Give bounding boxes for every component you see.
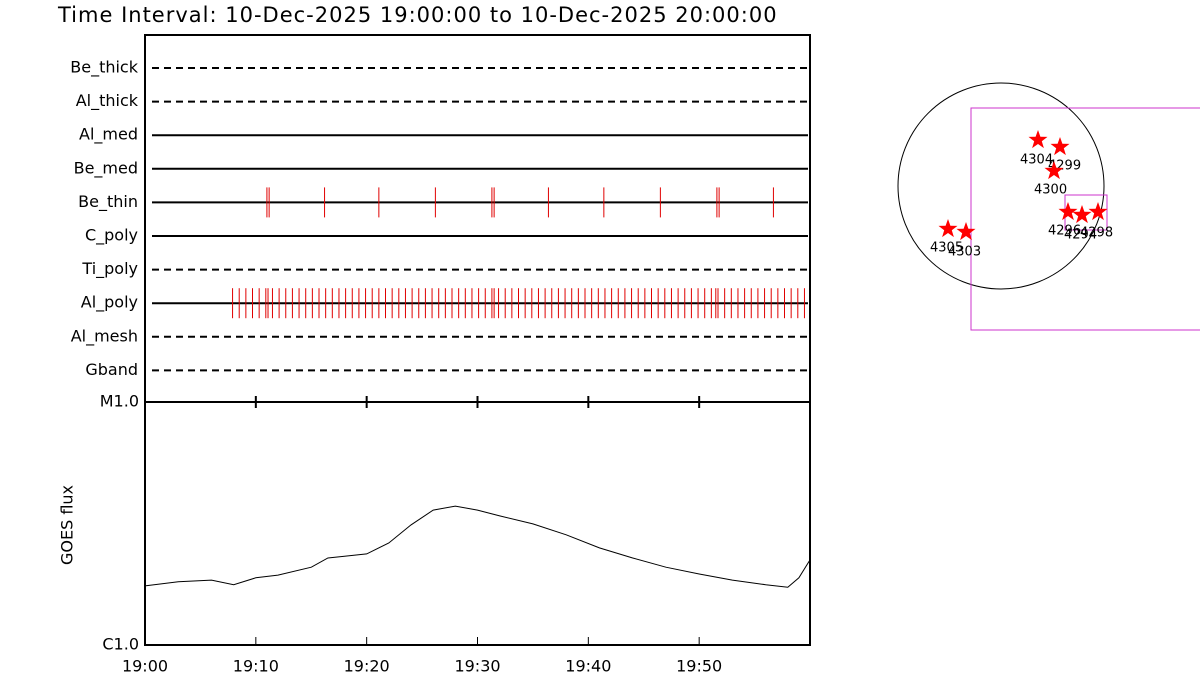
row-label: Be_thick bbox=[70, 58, 138, 78]
y-axis-label: GOES flux bbox=[58, 485, 77, 565]
region-star bbox=[1050, 137, 1070, 156]
region-label: 4294 bbox=[1064, 228, 1097, 243]
row-label: C_poly bbox=[85, 226, 138, 246]
x-tick-label: 19:10 bbox=[233, 657, 279, 676]
row-label: Al_med bbox=[79, 125, 138, 145]
region-label: 4298 bbox=[1080, 226, 1113, 241]
goes-flux-line bbox=[144, 505, 811, 588]
row-label: Al_mesh bbox=[71, 326, 138, 346]
x-tick-label: 19:40 bbox=[565, 657, 611, 676]
region-star bbox=[1028, 130, 1048, 149]
region-label: 4296 bbox=[1048, 224, 1081, 239]
row-label: Be_med bbox=[74, 158, 138, 178]
x-tick-label: 19:20 bbox=[344, 657, 390, 676]
region-star bbox=[1044, 161, 1064, 180]
region-star bbox=[1088, 202, 1108, 221]
y-tick-label: M1.0 bbox=[100, 392, 139, 411]
row-label: Gband bbox=[85, 360, 138, 379]
solar-disk bbox=[897, 82, 1105, 290]
region-label: 4304 bbox=[1020, 153, 1053, 168]
row-label: Al_poly bbox=[81, 293, 138, 313]
y-tick-label: C1.0 bbox=[102, 635, 139, 654]
flux-frame bbox=[144, 401, 811, 646]
region-star bbox=[956, 222, 976, 241]
fov-box bbox=[970, 107, 1200, 331]
title: Time Interval: 10-Dec-2025 19:00:00 to 1… bbox=[57, 3, 778, 27]
region-label: 4305 bbox=[930, 241, 963, 256]
region-label: 4303 bbox=[948, 245, 981, 260]
x-tick-label: 19:00 bbox=[122, 657, 168, 676]
region-label: 4300 bbox=[1034, 183, 1067, 198]
x-tick-label: 19:30 bbox=[454, 657, 500, 676]
row-label: Be_thin bbox=[78, 192, 138, 212]
region-star bbox=[1072, 205, 1092, 224]
row-label: Ti_poly bbox=[81, 259, 138, 279]
timeline-frame bbox=[144, 34, 811, 403]
region-star bbox=[938, 219, 958, 238]
x-tick-label: 19:50 bbox=[676, 657, 722, 676]
region-star bbox=[1058, 202, 1078, 221]
row-label: Al_thick bbox=[76, 91, 139, 111]
